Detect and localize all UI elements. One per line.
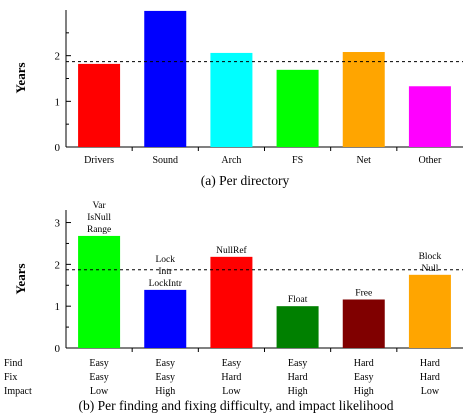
bar-annotation: Var [92,201,106,211]
bar-annotation: LockIntr [149,279,183,289]
x-tick-label: Drivers [84,155,114,166]
x-tick-label: Arch [221,155,241,166]
y-tick-label: 1 [55,301,61,313]
row-label: Fix [4,372,17,383]
y-tick-label: 0 [55,142,61,154]
x-tick-label: Easy [89,358,108,369]
y-tick-label: 0 [55,343,61,355]
x-tick-label: High [354,386,374,397]
bar [276,306,319,348]
x-tick-label: Easy [156,358,175,369]
bar-annotation: Null [421,264,438,274]
y-axis-label: Years [13,263,28,294]
x-tick-label: Hard [221,372,241,383]
chart-b: 0 1 2 3 Years Find Fix Impact Easy Easy Low Easy Eas… [4,201,463,413]
x-tick-label: Net [357,155,372,166]
x-tick-label: Easy [156,372,175,383]
x-tick-label: Hard [354,358,374,369]
x-tick-label: Easy [354,372,373,383]
y-axis-label: Years [13,62,28,93]
x-tick-label: Low [421,386,440,397]
bar-annotation: NullRef [216,245,247,256]
x-tick-label: Low [90,386,109,397]
row-label: Find [4,358,22,369]
bar [276,69,319,147]
bar-annotation: Intr [158,267,173,277]
x-tick-label: High [155,386,175,397]
y-tick-label: 2 [55,259,61,271]
bar [78,63,121,147]
chart-a: 0 1 2 Years Drivers Sound Arch FS Net Other (a) Pe… [13,10,463,188]
x-tick-label: Hard [420,358,440,369]
chart-caption: (a) Per directory [201,173,290,188]
bar-annotation: Range [87,225,111,235]
bar [78,235,121,348]
x-tick-label: FS [292,155,303,166]
bar-annotation: Block [419,252,442,262]
bar [342,52,385,147]
x-tick-label: Easy [288,358,307,369]
bar [144,289,187,348]
x-tick-label: Hard [420,372,440,383]
y-tick-label: 2 [55,51,61,63]
x-tick-label: Sound [152,155,178,166]
x-tick-label: Easy [222,358,241,369]
chart-caption: (b) Per finding and fixing difficulty, a… [79,398,394,413]
x-tick-label: Easy [89,372,108,383]
bar-annotation: Float [288,295,308,305]
x-tick-label: Low [222,386,241,397]
row-label: Impact [4,386,32,397]
y-tick-label: 1 [55,96,61,108]
bar [408,274,451,348]
bar-annotation: Lock [155,255,175,265]
x-tick-label: High [288,386,308,397]
bar [408,86,451,147]
bar [210,52,253,147]
bar-annotation: IsNull [87,213,111,223]
bar-annotation: Free [355,288,372,298]
bar [342,299,385,348]
bar [144,10,187,148]
y-tick-label: 3 [55,218,61,230]
bar [210,256,253,348]
x-tick-label: Other [419,155,442,166]
x-tick-label: Hard [288,372,308,383]
